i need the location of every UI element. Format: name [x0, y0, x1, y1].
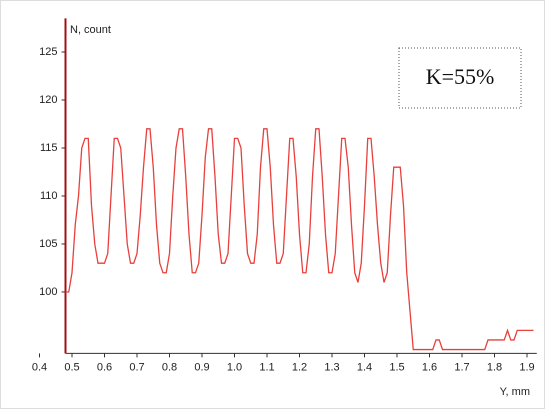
annotation-box	[398, 47, 522, 109]
x-tick-label: 1.9	[519, 361, 534, 373]
x-tick-label: 1.1	[259, 361, 274, 373]
annotation: K=55%	[426, 64, 495, 89]
y-tick-label: 100	[39, 286, 57, 298]
x-tick-label: 0.6	[97, 361, 112, 373]
x-tick-label: 1.2	[292, 361, 307, 373]
x-tick-label: 0.9	[194, 361, 209, 373]
y-tick-label: 115	[40, 142, 58, 154]
x-tick-label: 1.4	[357, 361, 372, 373]
y-axis-label: N, count	[70, 24, 111, 36]
y-tick-label: 110	[40, 190, 58, 202]
x-tick-label: 1.0	[227, 361, 242, 373]
y-tick-label: 105	[39, 238, 57, 250]
data-line	[65, 128, 534, 351]
x-tick-label: 0.8	[162, 361, 177, 373]
y-tick-label: 125	[39, 46, 57, 58]
x-axis-label: Y, mm	[500, 386, 530, 398]
x-tick-label: 1.7	[454, 361, 469, 373]
x-tick-label: 1.8	[487, 361, 502, 373]
x-tick-label: 0.7	[129, 361, 144, 373]
x-tick-label: 1.3	[324, 361, 339, 373]
y-tick-label: 120	[39, 94, 57, 106]
x-tick-label: 1.6	[422, 361, 437, 373]
x-tick-label: 0.4	[32, 361, 47, 373]
x-tick-label: 1.5	[389, 361, 404, 373]
x-tick-label: 0.5	[64, 361, 79, 373]
